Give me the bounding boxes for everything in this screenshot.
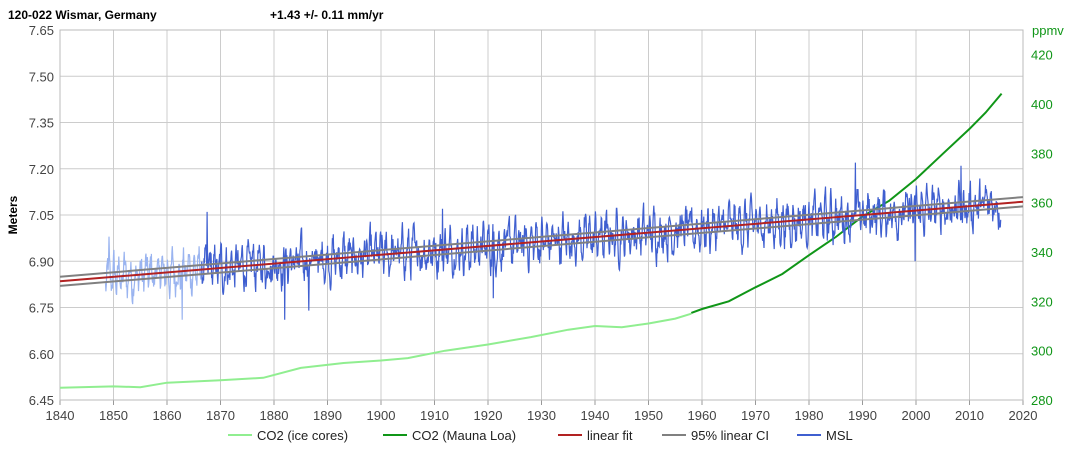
y-tick-label: 6.90: [29, 254, 54, 269]
linear-fit-line: [59, 200, 1024, 283]
chart-title-station: 120-022 Wismar, Germany: [8, 8, 157, 22]
legend-label: 95% linear CI: [691, 428, 769, 443]
x-tick-label: 1930: [527, 408, 556, 423]
x-tick-label: 2010: [955, 408, 984, 423]
ci-lower-line: [59, 205, 1024, 287]
x-tick-label: 1900: [367, 408, 396, 423]
y-tick-label: 7.50: [29, 69, 54, 84]
x-tick-label: 1920: [474, 408, 503, 423]
legend-label: MSL: [826, 428, 853, 443]
x-tick-label: 2000: [902, 408, 931, 423]
plot-border: [59, 29, 1024, 401]
x-tick-label: 1940: [581, 408, 610, 423]
series-layer: [59, 92, 1024, 389]
y-tick-label: 6.45: [29, 393, 54, 408]
grid: [59, 29, 1024, 405]
y2-tick-label: 380: [1031, 146, 1053, 161]
x-tick-label: 1870: [206, 408, 235, 423]
y-axis-title: Meters: [6, 195, 20, 234]
y-tick-label: 7.05: [29, 208, 54, 223]
x-tick-label: 1990: [848, 408, 877, 423]
legend: CO2 (ice cores) CO2 (Mauna Loa) linear fit…: [228, 428, 853, 443]
legend-label: CO2 (ice cores): [257, 428, 348, 443]
y2-tick-label: 420: [1031, 48, 1053, 63]
y-tick-label: 6.75: [29, 301, 54, 316]
co2-ice-cores-line: [59, 312, 692, 389]
x-tick-label: 2020: [1009, 408, 1038, 423]
tick-labels: 1840 1850 1860 1870 1880 1890 1900 1910 1920 1930…: [29, 23, 1053, 423]
y2-tick-label: 300: [1031, 344, 1053, 359]
x-tick-label: 1880: [260, 408, 289, 423]
x-tick-label: 1980: [795, 408, 824, 423]
ci-upper-line: [59, 196, 1024, 278]
x-tick-label: 1910: [420, 408, 449, 423]
y2-axis-title: ppmv: [1032, 23, 1064, 38]
y-tick-label: 7.20: [29, 162, 54, 177]
x-tick-label: 1890: [313, 408, 342, 423]
y-tick-label: 7.35: [29, 116, 54, 131]
y2-tick-label: 360: [1031, 196, 1053, 211]
y2-tick-label: 340: [1031, 245, 1053, 260]
x-tick-label: 1960: [688, 408, 717, 423]
y-tick-label: 6.60: [29, 347, 54, 362]
y2-tick-label: 280: [1031, 393, 1053, 408]
x-tick-label: 1850: [99, 408, 128, 423]
y2-tick-label: 320: [1031, 294, 1053, 309]
x-tick-label: 1860: [153, 408, 182, 423]
x-tick-label: 1970: [741, 408, 770, 423]
co2-mauna-loa-line: [690, 92, 1003, 314]
chart-title-trend: +1.43 +/- 0.11 mm/yr: [270, 8, 384, 22]
y-tick-label: 7.65: [29, 23, 54, 38]
x-tick-label: 1950: [634, 408, 663, 423]
y2-tick-label: 400: [1031, 97, 1053, 112]
legend-label: CO2 (Mauna Loa): [412, 428, 516, 443]
legend-label: linear fit: [587, 428, 633, 443]
x-tick-label: 1840: [46, 408, 75, 423]
